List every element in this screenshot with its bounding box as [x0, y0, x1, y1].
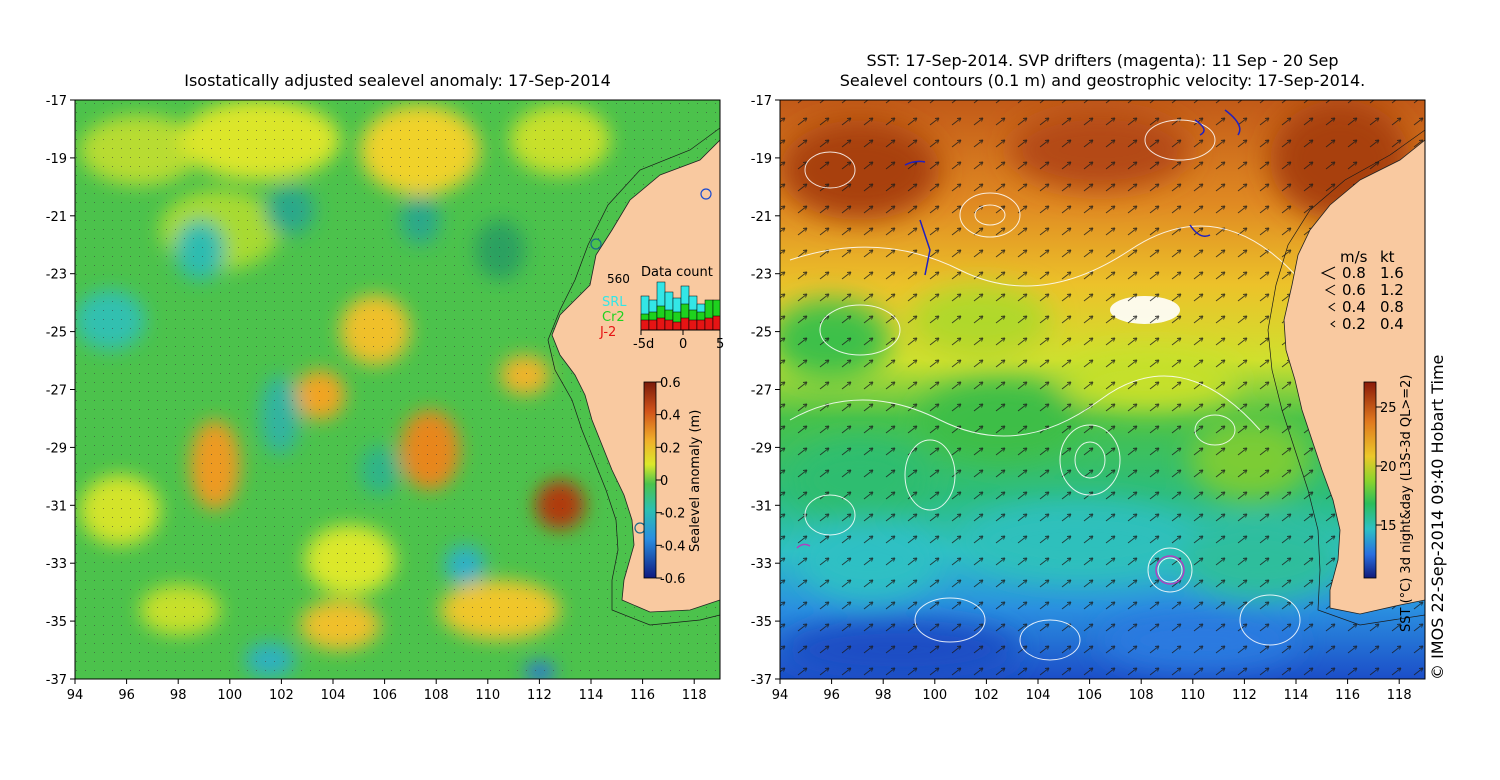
velocity-row: 0.8	[1342, 264, 1366, 282]
y-tick-label: -23	[46, 268, 67, 283]
x-tick-label: 106	[1077, 688, 1102, 703]
y-tick-label: -29	[751, 441, 772, 456]
x-tick-label: 100	[922, 688, 947, 703]
x-tick-label: 110	[1180, 688, 1205, 703]
y-tick-label: -25	[46, 326, 67, 341]
data-count-inset: Data count 560 SRL Cr2 J-2	[599, 265, 724, 352]
x-tick-label: 100	[217, 688, 242, 703]
left-y-axis: -17 -19 -21 -23 -25 -27 -29 -31 -33 -35 -37	[46, 94, 75, 688]
x-tick-label: 104	[1026, 688, 1051, 703]
velocity-header-ms: m/s	[1340, 248, 1368, 266]
y-tick-label: -19	[751, 152, 772, 167]
x-tick-label: 116	[630, 688, 655, 703]
y-tick-label: -21	[751, 210, 772, 225]
y-tick-label: -35	[751, 615, 772, 630]
data-count-tick: -5d	[633, 337, 654, 352]
sat-srl-label: SRL	[602, 295, 627, 310]
sat-j2-label: J-2	[599, 325, 616, 340]
y-tick-label: -37	[751, 673, 772, 688]
x-tick-label: 96	[823, 688, 840, 703]
y-tick-label: -37	[46, 673, 67, 688]
sla-colorbar-label: Sealevel anomaly (m)	[688, 410, 703, 552]
sst-tick-label: 15	[1380, 519, 1397, 534]
x-tick-label: 106	[372, 688, 397, 703]
x-tick-label: 98	[170, 688, 187, 703]
x-tick-label: 118	[1387, 688, 1412, 703]
x-tick-label: 118	[682, 688, 707, 703]
x-tick-label: 96	[118, 688, 135, 703]
x-tick-label: 108	[424, 688, 449, 703]
y-tick-label: -27	[46, 384, 67, 399]
y-tick-label: -17	[46, 94, 67, 109]
y-tick-label: -23	[751, 268, 772, 283]
x-tick-label: 112	[1232, 688, 1257, 703]
data-count-tick: 0	[679, 337, 687, 352]
velocity-row: 0.4	[1342, 298, 1366, 316]
y-tick-label: -25	[751, 326, 772, 341]
sla-colorbar: 0.6 0.4 0.2 0 -0.2 -0.4 -0.6 Sealevel anomaly …	[643, 376, 703, 587]
sst-colorbar-label: SST (°C) 3d night&day (L3S-3d QL>=2)	[1399, 375, 1414, 633]
data-count-max-label: 560	[607, 272, 630, 286]
data-count-tick: 5	[716, 337, 724, 352]
y-tick-label: -31	[751, 499, 772, 514]
left-x-axis: 94 96 98 100 102 104 106 108 110 112 114 116 118	[67, 679, 707, 703]
y-tick-label: -27	[751, 384, 772, 399]
x-tick-label: 102	[974, 688, 999, 703]
x-tick-label: 108	[1129, 688, 1154, 703]
imos-credit: © IMOS 22-Sep-2014 09:40 Hobart Time	[1428, 354, 1447, 680]
x-tick-label: 114	[1284, 688, 1309, 703]
x-tick-label: 98	[875, 688, 892, 703]
left-map-field	[75, 100, 720, 679]
y-tick-label: -29	[46, 441, 67, 456]
right-panel-title-line1: SST: 17-Sep-2014. SVP drifters (magenta)…	[866, 51, 1339, 70]
y-tick-label: -31	[46, 499, 67, 514]
velocity-row: 1.6	[1380, 264, 1404, 282]
right-panel-title-line2: Sealevel contours (0.1 m) and geostrophi…	[839, 71, 1366, 90]
x-tick-label: 104	[321, 688, 346, 703]
sat-cr2-label: Cr2	[602, 310, 625, 325]
sla-tick-label: 0.2	[660, 441, 681, 456]
right-x-axis: 94 96 98 100 102 104 106 108 110 112 114 116 118	[772, 679, 1412, 703]
sla-tick-label: 0.4	[660, 409, 681, 424]
velocity-row: 0.6	[1342, 281, 1366, 299]
sla-tick-label: 0	[660, 474, 668, 489]
velocity-row: 1.2	[1380, 281, 1404, 299]
y-tick-label: -33	[46, 557, 67, 572]
data-count-title: Data count	[641, 265, 713, 280]
x-tick-label: 94	[772, 688, 789, 703]
velocity-header-kt: kt	[1380, 248, 1395, 266]
x-tick-label: 114	[579, 688, 604, 703]
left-panel-title: Isostatically adjusted sealevel anomaly:…	[184, 71, 611, 90]
sla-tick-label: 0.6	[660, 376, 681, 391]
y-tick-label: -35	[46, 615, 67, 630]
sst-tick-label: 20	[1380, 460, 1397, 475]
sla-tick-label: -0.6	[660, 572, 685, 587]
velocity-legend: m/s kt 0.8 1.6 0.6 1.2 0.4 0.8 0.2 0.4	[1320, 248, 1404, 333]
right-map-field	[780, 100, 1425, 679]
y-tick-label: -21	[46, 210, 67, 225]
y-tick-label: -19	[46, 152, 67, 167]
x-tick-label: 112	[527, 688, 552, 703]
sst-colorbar: 25 20 15 SST (°C) 3d night&day (L3S-3d QL>…	[1363, 375, 1414, 633]
velocity-row: 0.4	[1380, 315, 1404, 333]
x-tick-label: 94	[67, 688, 84, 703]
y-tick-label: -33	[751, 557, 772, 572]
velocity-row: 0.2	[1342, 315, 1366, 333]
velocity-row: 0.8	[1380, 298, 1404, 316]
x-tick-label: 102	[269, 688, 294, 703]
sla-tick-label: -0.2	[660, 507, 685, 522]
right-y-axis: -17 -19 -21 -23 -25 -27 -29 -31 -33 -35 -37	[751, 94, 780, 688]
x-tick-label: 116	[1335, 688, 1360, 703]
data-count-bars	[640, 281, 721, 331]
sst-tick-label: 25	[1380, 401, 1397, 416]
y-tick-label: -17	[751, 94, 772, 109]
x-tick-label: 110	[475, 688, 500, 703]
sla-tick-label: -0.4	[660, 539, 685, 554]
